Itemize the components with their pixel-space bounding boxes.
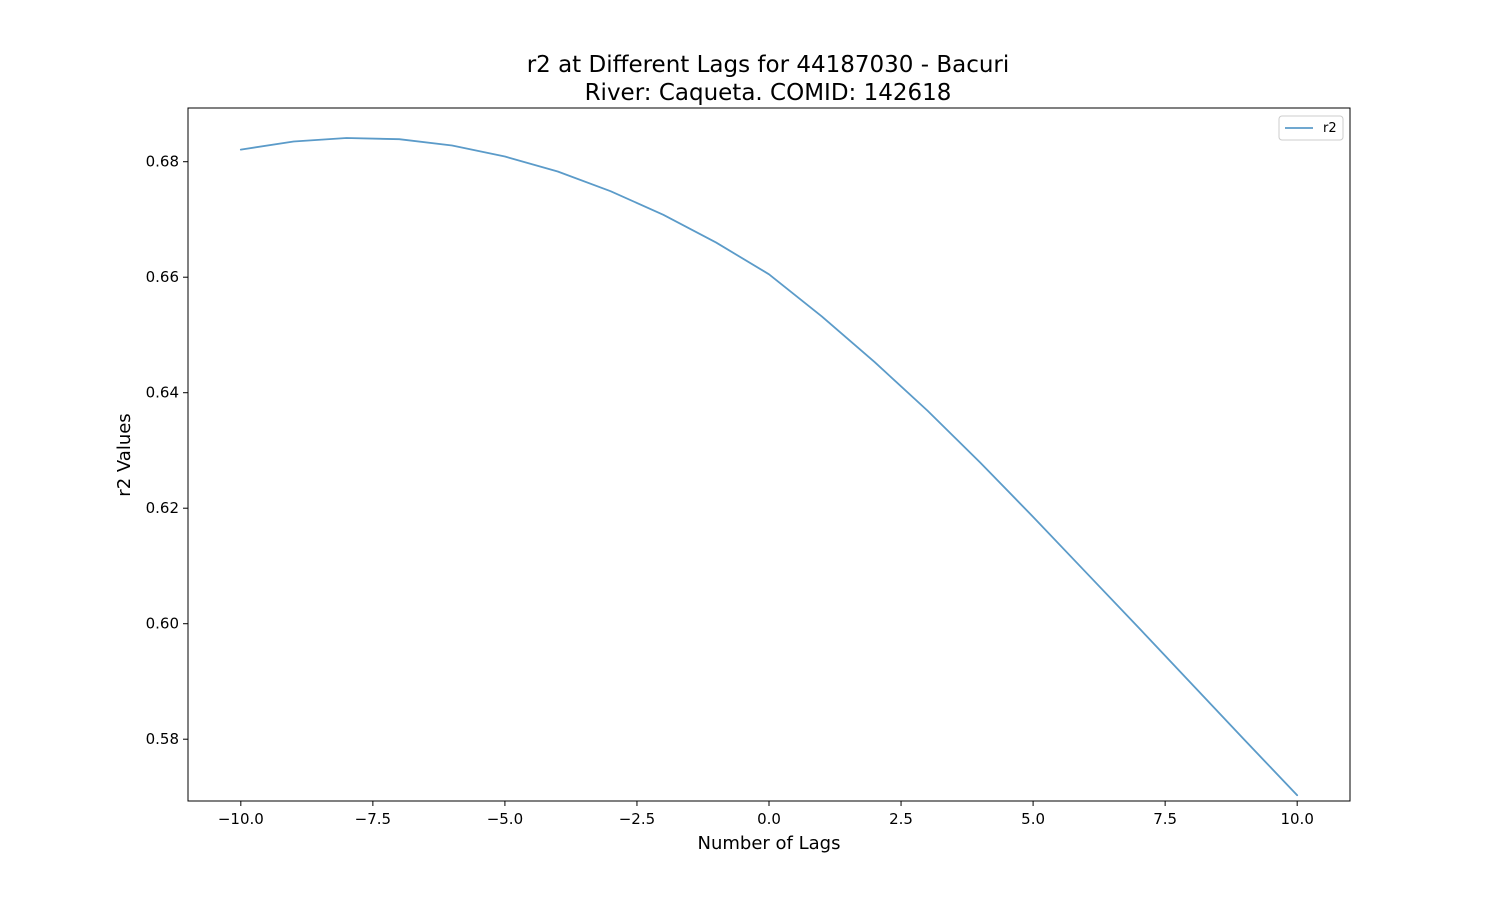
- legend: r2: [1278, 115, 1344, 141]
- x-tick-label: 2.5: [889, 810, 913, 828]
- x-tick-label: 0.0: [757, 810, 781, 828]
- chart-title-line1: r2 at Different Lags for 44187030 - Bacu…: [527, 52, 1010, 78]
- x-axis-label: Number of Lags: [698, 833, 841, 854]
- x-tick-label: −7.5: [355, 810, 391, 828]
- axes-frame: [187, 107, 1351, 802]
- y-axis-ticks: 0.58 0.60 0.62 0.64 0.66 0.68: [146, 153, 188, 748]
- y-tick-label: 0.62: [146, 499, 179, 517]
- y-tick-label: 0.68: [146, 153, 179, 171]
- x-tick-label: −5.0: [487, 810, 523, 828]
- y-tick-label: 0.58: [146, 730, 179, 748]
- plot-area: [239, 137, 1299, 797]
- y-axis-label: r2 Values: [114, 413, 135, 496]
- x-tick-label: −2.5: [619, 810, 655, 828]
- y-tick-label: 0.66: [146, 268, 179, 286]
- series-line-r2: [239, 137, 1299, 797]
- x-tick-label: 5.0: [1021, 810, 1045, 828]
- chart-title-line2: River: Caqueta. COMID: 142618: [585, 80, 952, 106]
- x-axis-ticks: −10.0 −7.5 −5.0 −2.5 0.0 2.5 5.0 7.5 10.0: [218, 801, 1314, 828]
- legend-label-r2: r2: [1323, 121, 1337, 136]
- x-tick-label: −10.0: [218, 810, 264, 828]
- y-tick-label: 0.64: [146, 384, 179, 402]
- x-tick-label: 7.5: [1153, 810, 1177, 828]
- x-tick-label: 10.0: [1280, 810, 1313, 828]
- y-tick-label: 0.60: [146, 615, 179, 633]
